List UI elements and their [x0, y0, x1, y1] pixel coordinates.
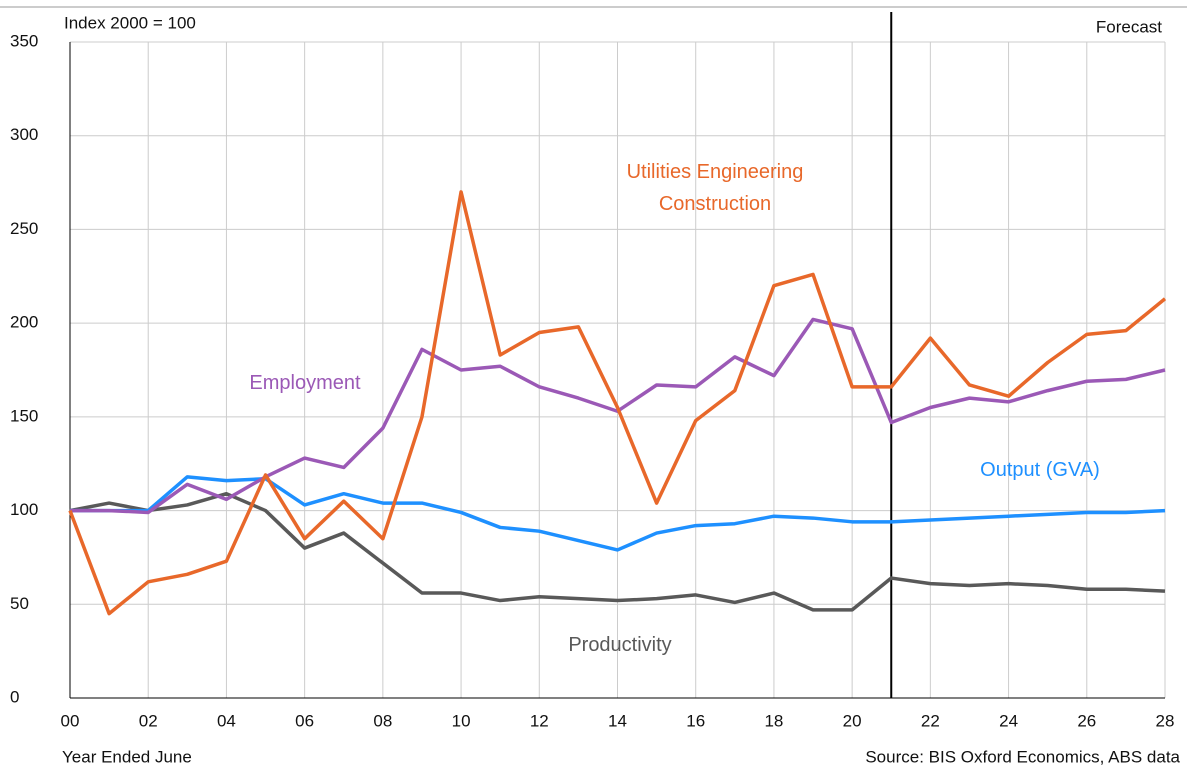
x-tick-label: 06 — [295, 711, 314, 730]
x-tick-label: 02 — [139, 711, 158, 730]
x-tick-label: 24 — [999, 711, 1018, 730]
x-tick-label: 10 — [452, 711, 471, 730]
y-tick-label: 150 — [10, 406, 38, 425]
y-tick-label: 50 — [10, 594, 29, 613]
x-tick-label: 26 — [1077, 711, 1096, 730]
x-tick-label: 08 — [373, 711, 392, 730]
y-tick-label: 100 — [10, 500, 38, 519]
x-tick-label: 14 — [608, 711, 627, 730]
series-label: Productivity — [568, 634, 672, 656]
y-tick-label: 0 — [10, 687, 19, 706]
x-tick-label: 16 — [686, 711, 705, 730]
y-tick-label: 350 — [10, 31, 38, 50]
y-tick-label: 200 — [10, 313, 38, 332]
series-label: Utilities Engineering Construction — [626, 161, 804, 215]
y-axis-label: Index 2000 = 100 — [64, 13, 196, 32]
series-line — [68, 190, 1167, 616]
series-label: Employment — [249, 372, 361, 394]
x-tick-label: 28 — [1156, 711, 1175, 730]
x-tick-label: 12 — [530, 711, 549, 730]
x-tick-label: 20 — [843, 711, 862, 730]
x-tick-label: 18 — [764, 711, 783, 730]
y-tick-label: 250 — [10, 219, 38, 238]
x-tick-label: 00 — [61, 711, 80, 730]
source: Source: BIS Oxford Economics, ABS data — [865, 747, 1180, 766]
series-line — [70, 475, 1166, 552]
x-tick-label: 04 — [217, 711, 236, 730]
forecast-label: Forecast — [1096, 17, 1162, 36]
x-tick-label: 22 — [921, 711, 940, 730]
x-axis-label: Year Ended June — [62, 747, 192, 766]
series-label: Output (GVA) — [980, 459, 1100, 481]
y-tick-label: 300 — [10, 125, 38, 144]
